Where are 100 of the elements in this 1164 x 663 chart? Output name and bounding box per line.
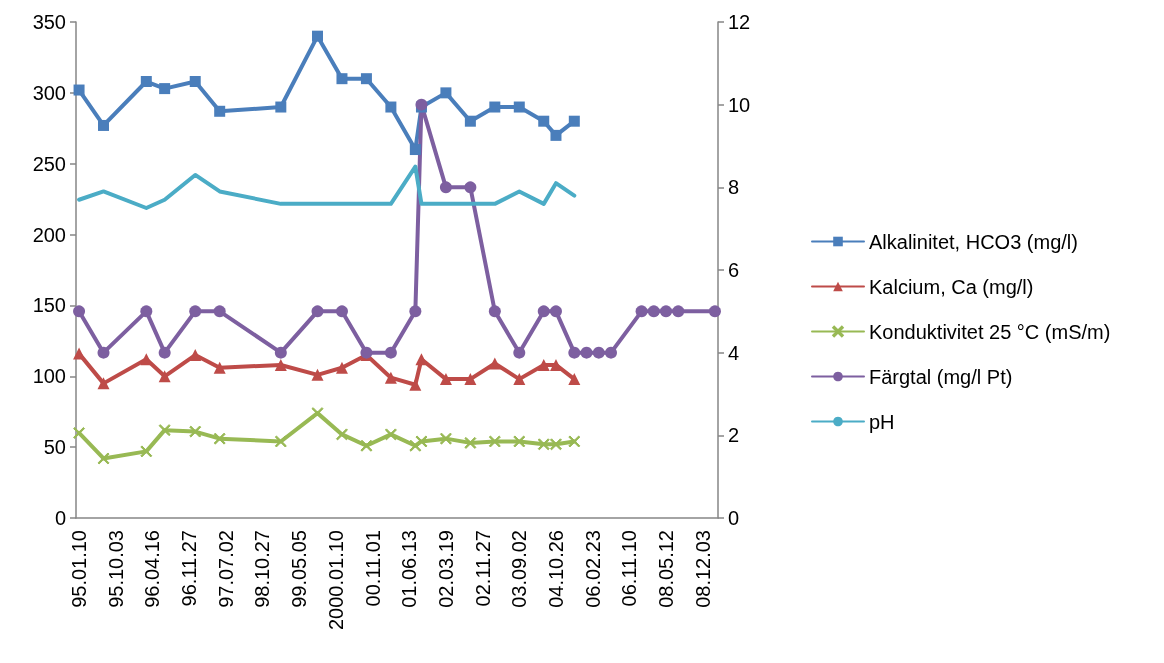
point: [98, 119, 110, 131]
x-tick-label: 96.11.27: [178, 530, 201, 607]
point: [513, 346, 526, 359]
point: [158, 370, 171, 383]
point: [274, 358, 287, 371]
point: [488, 435, 501, 448]
legend-label: Färgtal (mg/l Pt): [869, 365, 1013, 388]
point: [537, 438, 550, 451]
point: [635, 305, 648, 318]
point: [274, 346, 287, 359]
point: [489, 101, 501, 113]
point: [311, 305, 324, 318]
point: [189, 305, 202, 318]
point: [384, 346, 397, 359]
x-tick-label: 03.09.02: [508, 530, 531, 608]
point: [464, 436, 477, 449]
line-series: [77, 164, 577, 210]
point: [189, 76, 201, 88]
x-tick-label: 02.11.27: [471, 530, 494, 607]
point: [73, 426, 86, 439]
point: [213, 361, 226, 374]
point: [439, 181, 452, 194]
x-tick-label: 2000.01.10: [324, 530, 347, 631]
x-tick-label: 97.07.02: [214, 530, 237, 608]
y2-tick-label: 8: [728, 176, 740, 199]
point: [580, 346, 593, 359]
point: [97, 377, 110, 390]
point: [568, 373, 581, 386]
point: [549, 438, 562, 451]
point: [488, 357, 501, 370]
point: [360, 439, 373, 452]
point: [605, 346, 617, 359]
y-tick-label: 250: [32, 152, 66, 175]
point: [140, 76, 152, 88]
x-tick-label: 06.11.10: [618, 530, 641, 607]
point: [439, 432, 452, 445]
point: [385, 101, 397, 113]
x-tick-label: 95.10.03: [104, 530, 127, 608]
x-tick-label: 08.12.03: [691, 530, 714, 608]
point: [384, 371, 397, 384]
y-tick-label: 0: [54, 507, 66, 529]
x-tick-label: 02.03.19: [434, 530, 457, 608]
point: [384, 428, 397, 441]
y-tick-label: 200: [32, 223, 66, 246]
point: [439, 373, 452, 386]
x-tick-label: 01.06.13: [398, 530, 421, 608]
point: [311, 368, 324, 381]
y-tick-label: 150: [32, 294, 66, 317]
point: [464, 373, 477, 386]
x-tick-label: 96.04.16: [141, 530, 164, 608]
point: [159, 83, 171, 95]
legend-label: Kalcium, Ca (mg/l): [869, 275, 1034, 298]
point: [549, 358, 562, 371]
point: [513, 373, 526, 386]
legend-label: pH: [869, 410, 895, 433]
point: [140, 305, 153, 318]
point: [214, 105, 226, 117]
point: [158, 346, 171, 359]
point: [189, 349, 202, 362]
point: [537, 358, 550, 371]
point: [97, 452, 110, 465]
point: [409, 305, 422, 318]
point: [549, 305, 562, 318]
point: [568, 346, 581, 359]
point: [312, 30, 324, 42]
point: [440, 87, 452, 99]
point: [409, 378, 422, 391]
point: [513, 435, 526, 448]
point: [647, 305, 660, 318]
y2-tick-label: 6: [728, 259, 740, 281]
point: [513, 101, 525, 113]
point: [464, 115, 476, 127]
x-tick-label: 95.01.10: [68, 530, 91, 608]
point: [140, 445, 153, 458]
point: [213, 432, 226, 445]
point: [568, 115, 580, 127]
point: [189, 425, 202, 438]
x-tick-label: 04.10.26: [544, 530, 567, 608]
y2-tick-label: 0: [728, 507, 740, 529]
point: [73, 305, 86, 318]
x-tick-label: 98.10.27: [251, 530, 274, 608]
point: [537, 305, 550, 318]
point: [158, 424, 171, 437]
point: [213, 305, 226, 318]
point: [409, 144, 421, 156]
point: [538, 115, 550, 127]
point: [550, 129, 562, 141]
y2-tick-label: 4: [728, 341, 740, 364]
point: [336, 73, 348, 85]
point: [275, 101, 287, 113]
point: [335, 428, 348, 441]
point: [335, 305, 348, 318]
y-tick-label: 350: [32, 11, 66, 33]
point: [415, 435, 428, 448]
y-tick-label: 50: [43, 436, 66, 459]
point: [360, 73, 372, 85]
y2-tick-label: 12: [728, 11, 751, 33]
point: [672, 305, 685, 318]
legend-label: Konduktivitet 25 °C (mS/m): [869, 320, 1111, 343]
point: [274, 435, 287, 448]
